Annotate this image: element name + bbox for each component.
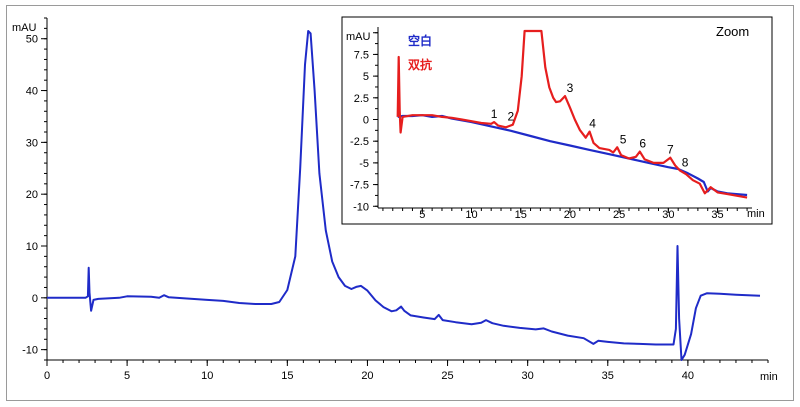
inset-y-tick-label: 0 xyxy=(363,115,369,127)
y-tick-label: 10 xyxy=(26,241,38,253)
x-tick-label: 0 xyxy=(44,370,50,382)
inset-y-tick-label: 5 xyxy=(363,71,369,83)
inset-x-tick-label: 30 xyxy=(662,209,674,221)
inset-x-tick-label: 25 xyxy=(613,209,625,221)
y-tick-label: -10 xyxy=(22,345,38,357)
y-axis-label: mAU xyxy=(12,22,37,34)
x-tick-label: 10 xyxy=(201,370,213,382)
inset-x-tick-label: 20 xyxy=(564,209,576,221)
peak-label: 4 xyxy=(589,117,596,131)
peak-label: 3 xyxy=(567,81,574,95)
bispecific-trace xyxy=(396,29,748,199)
y-tick-label: 40 xyxy=(26,86,38,98)
inset-y-tick-label: 7.5 xyxy=(354,49,369,61)
inset-x-tick-label: 5 xyxy=(419,209,425,221)
inset-x-tick-label: 15 xyxy=(515,209,527,221)
x-tick-label: 20 xyxy=(361,370,373,382)
inset-title: Zoom xyxy=(716,24,749,39)
inset-y-tick-label: -10 xyxy=(353,201,369,213)
x-tick-label: 35 xyxy=(602,370,614,382)
inset-y-tick-label: -5 xyxy=(359,158,369,170)
x-tick-label: 15 xyxy=(281,370,293,382)
x-axis-label: min xyxy=(760,371,778,383)
peak-label: 6 xyxy=(639,137,646,151)
y-tick-label: 0 xyxy=(32,293,38,305)
inset-x-tick-label: 10 xyxy=(465,209,477,221)
peak-label: 8 xyxy=(682,156,689,170)
y-tick-label: 30 xyxy=(26,137,38,149)
inset-y-tick-label: -2.5 xyxy=(350,136,369,148)
x-tick-label: 5 xyxy=(124,370,130,382)
inset-y-axis-label: mAU xyxy=(346,31,371,43)
peak-label: 7 xyxy=(667,143,674,157)
peak-label: 1 xyxy=(491,107,498,121)
x-tick-label: 30 xyxy=(522,370,534,382)
inset-x-axis-label: min xyxy=(747,208,765,220)
y-tick-label: 20 xyxy=(26,189,38,201)
main-plot-area xyxy=(47,30,761,361)
legend-entry: 空白 xyxy=(408,33,432,48)
zoom-inset-box xyxy=(341,16,773,225)
inset-axes: -10-7.5-5-2.502.557.55 10 15 20 25 30 35mAUmin… xyxy=(346,24,765,221)
x-tick-label: 40 xyxy=(682,370,694,382)
peak-label: 2 xyxy=(508,110,515,124)
x-tick-label: 25 xyxy=(441,370,453,382)
inset-y-tick-label: 2.5 xyxy=(354,93,369,105)
inset-x-tick-label: 35 xyxy=(711,209,723,221)
inset-y-tick-label: -7.5 xyxy=(350,180,369,192)
legend-entry: 双抗 xyxy=(408,57,432,72)
chromatogram-trace xyxy=(47,30,761,361)
y-tick-label: 50 xyxy=(26,34,38,46)
inset-plot-area xyxy=(396,29,748,199)
peak-label: 5 xyxy=(620,132,627,146)
